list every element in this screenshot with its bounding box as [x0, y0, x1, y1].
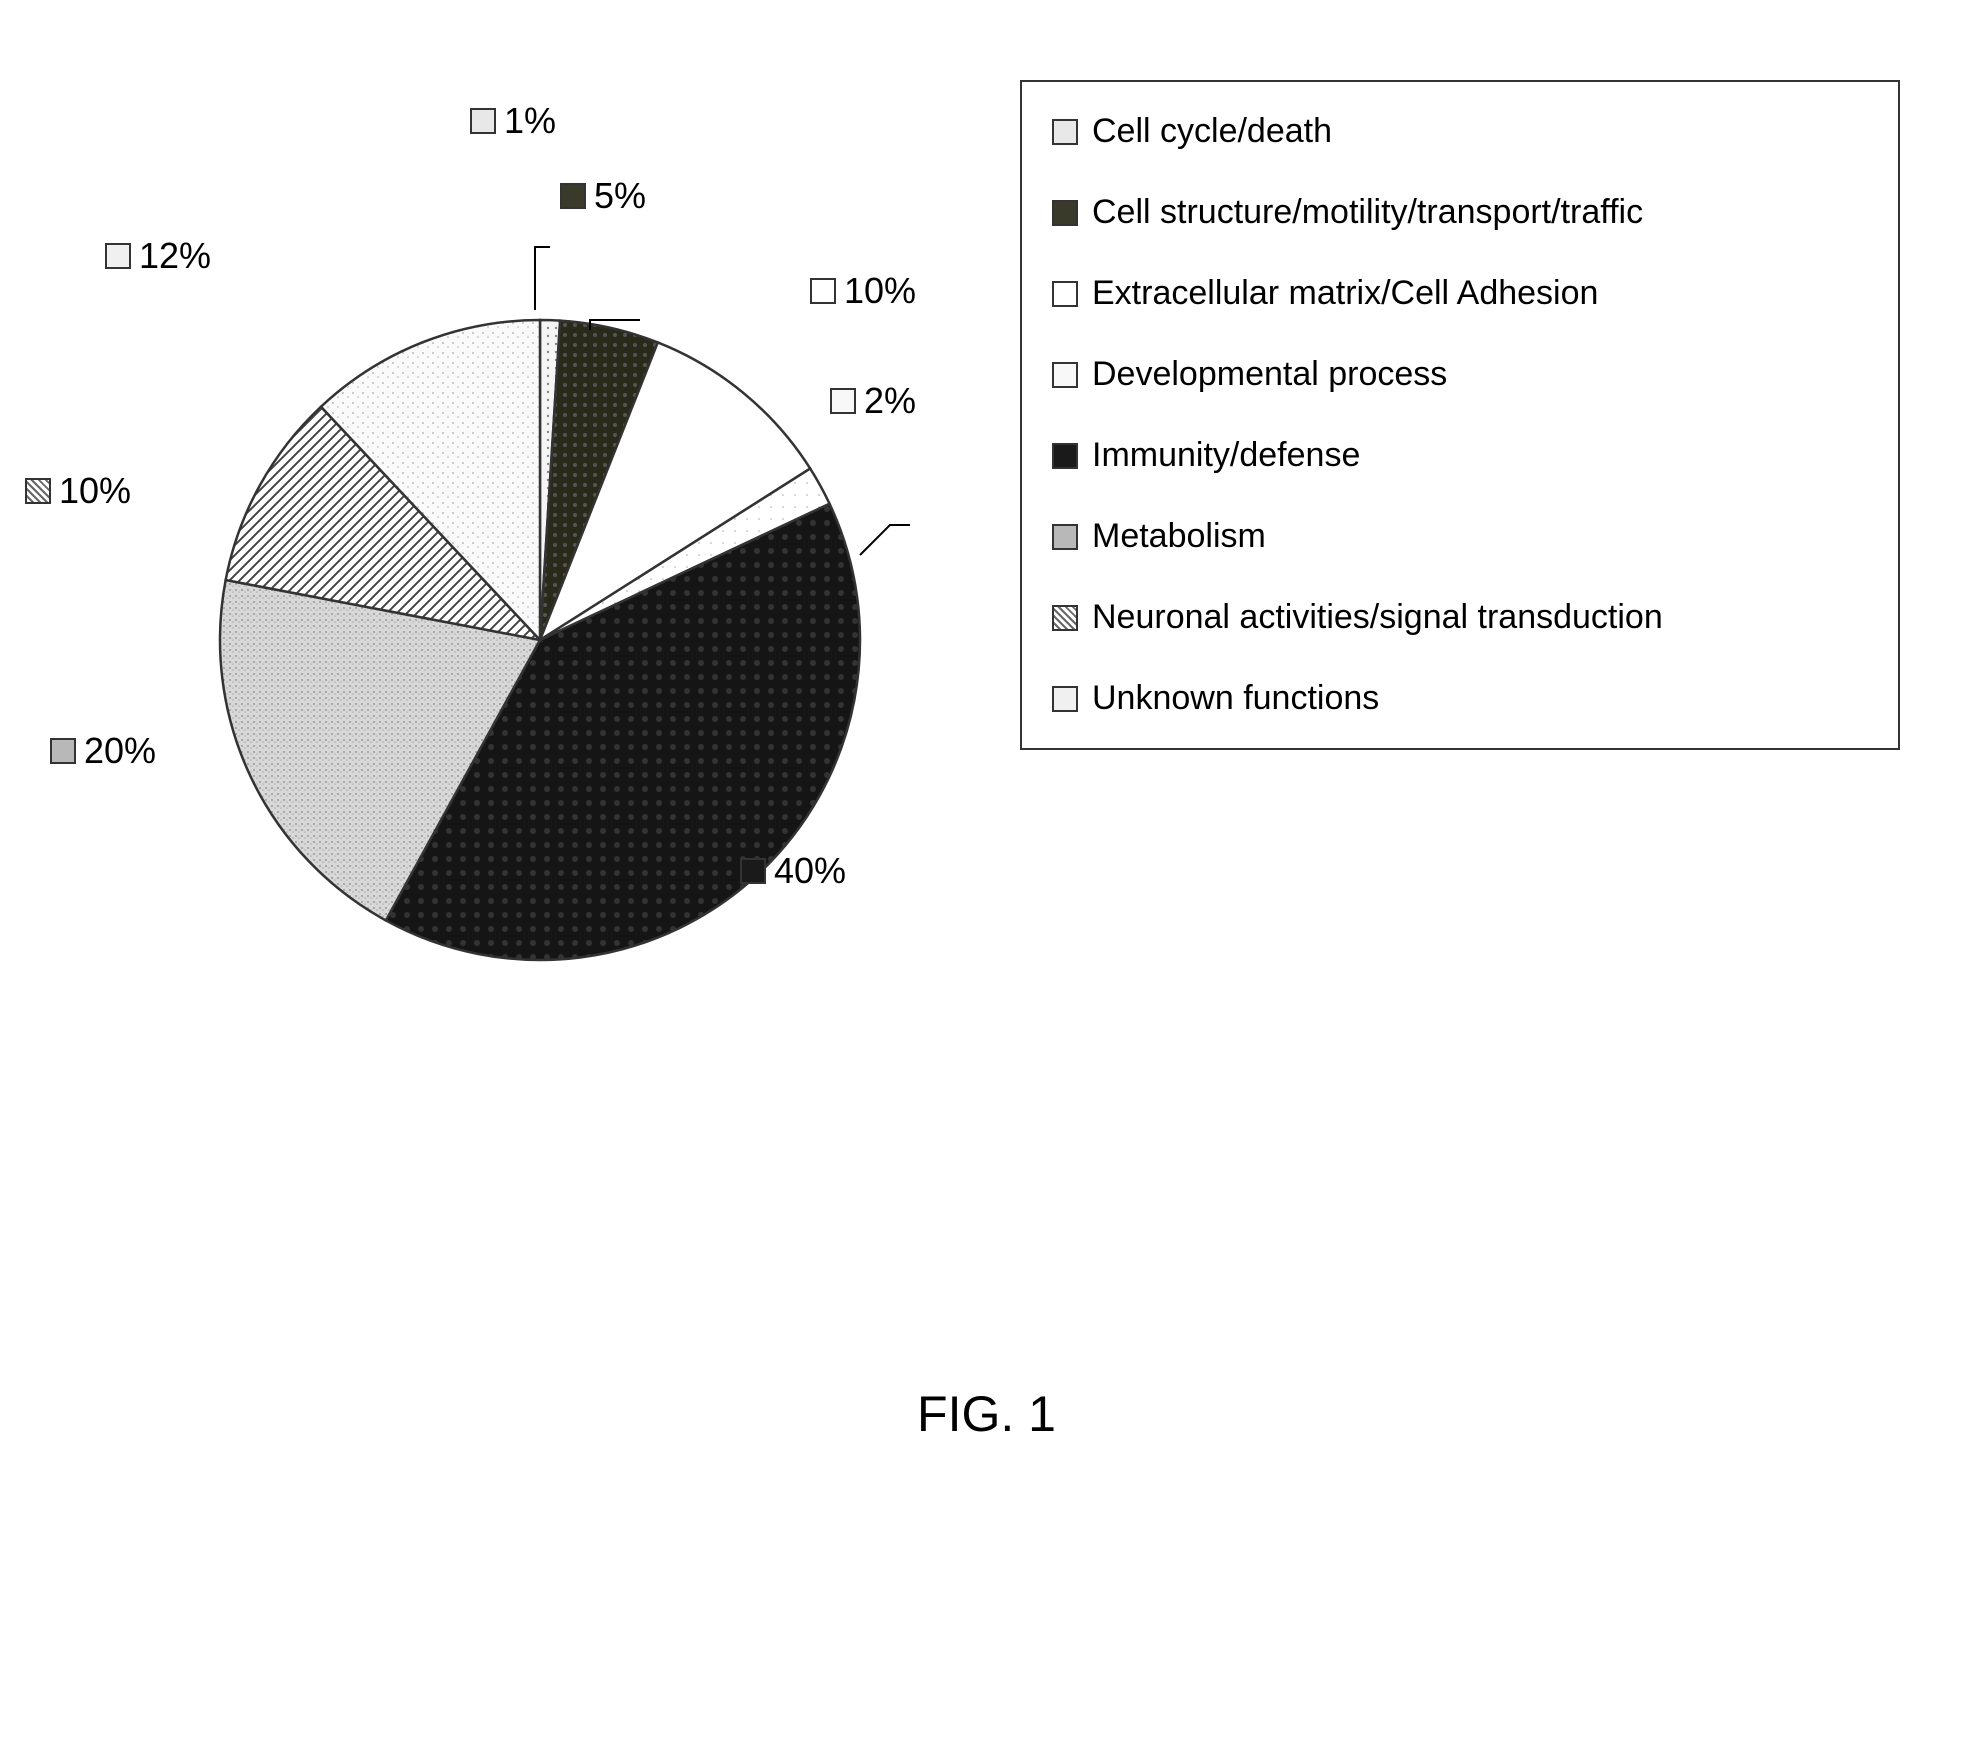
legend-label: Cell cycle/death: [1092, 112, 1332, 151]
legend-item-7: Unknown functions: [1052, 679, 1868, 718]
legend-label: Developmental process: [1092, 355, 1447, 394]
leader-line: [860, 525, 910, 555]
legend-label: Extracellular matrix/Cell Adhesion: [1092, 274, 1598, 313]
slice-percent: 20%: [84, 730, 156, 772]
leader-line: [535, 247, 550, 310]
slice-label-4: 40%: [740, 850, 846, 892]
legend-label: Immunity/defense: [1092, 436, 1360, 475]
slice-percent: 1%: [504, 100, 556, 142]
legend-label: Neuronal activities/signal transduction: [1092, 598, 1663, 637]
legend-item-1: Cell structure/motility/transport/traffi…: [1052, 193, 1868, 232]
slice-label-0: 1%: [470, 100, 556, 142]
legend-swatch-icon: [1052, 605, 1078, 631]
pie-chart-area: 1% 5% 10% 2% 40% 20% 10% 12%: [40, 60, 940, 960]
slice-label-2: 10%: [810, 270, 916, 312]
legend-swatch-icon: [1052, 524, 1078, 550]
slice-label-6: 10%: [25, 470, 131, 512]
legend-item-2: Extracellular matrix/Cell Adhesion: [1052, 274, 1868, 313]
legend-label: Cell structure/motility/transport/traffi…: [1092, 193, 1643, 232]
legend-item-3: Developmental process: [1052, 355, 1868, 394]
legend-item-0: Cell cycle/death: [1052, 112, 1868, 151]
figure-caption: FIG. 1: [0, 1385, 1973, 1443]
slice-percent: 12%: [139, 235, 211, 277]
legend-swatch-icon: [1052, 200, 1078, 226]
slice-label-3: 2%: [830, 380, 916, 422]
legend-label: Metabolism: [1092, 517, 1266, 556]
legend-item-5: Metabolism: [1052, 517, 1868, 556]
chart-container: 1%5%10%2%40%20%10%12% Cell cycle/deathCe…: [0, 0, 1973, 1020]
swatch-icon: [830, 388, 856, 414]
slice-label-7: 12%: [105, 235, 211, 277]
legend-swatch-icon: [1052, 281, 1078, 307]
legend-swatch-icon: [1052, 443, 1078, 469]
slice-percent: 40%: [774, 850, 846, 892]
legend-item-4: Immunity/defense: [1052, 436, 1868, 475]
legend-swatch-icon: [1052, 119, 1078, 145]
legend-label: Unknown functions: [1092, 679, 1379, 718]
slice-percent: 10%: [844, 270, 916, 312]
swatch-icon: [810, 278, 836, 304]
slice-percent: 5%: [594, 175, 646, 217]
swatch-icon: [25, 478, 51, 504]
swatch-icon: [560, 183, 586, 209]
slice-label-1: 5%: [560, 175, 646, 217]
swatch-icon: [50, 738, 76, 764]
slice-percent: 10%: [59, 470, 131, 512]
legend-swatch-icon: [1052, 362, 1078, 388]
legend-swatch-icon: [1052, 686, 1078, 712]
slice-label-5: 20%: [50, 730, 156, 772]
slice-percent: 2%: [864, 380, 916, 422]
swatch-icon: [470, 108, 496, 134]
swatch-icon: [740, 858, 766, 884]
swatch-icon: [105, 243, 131, 269]
legend: Cell cycle/death Cell structure/motility/…: [1020, 80, 1900, 750]
legend-item-6: Neuronal activities/signal transduction: [1052, 598, 1868, 637]
